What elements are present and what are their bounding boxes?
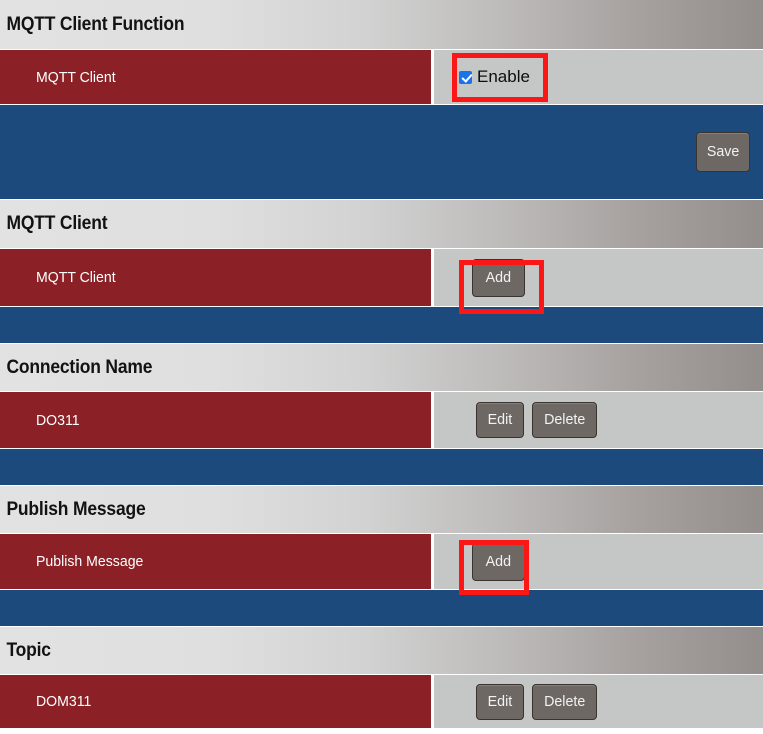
row-label-cell: MQTT Client	[0, 249, 434, 306]
separator-band	[0, 306, 763, 344]
row-label-cell: MQTT Client	[0, 50, 434, 104]
row-connection-name: DO311 Edit Delete	[0, 392, 763, 448]
row-label-text: DO311	[36, 411, 80, 429]
enable-checkbox[interactable]	[459, 70, 472, 84]
row-topic: DOM311 Edit Delete	[0, 675, 763, 728]
delete-button[interactable]: Delete	[531, 402, 598, 438]
section-title: MQTT Client Function	[6, 13, 185, 35]
section-title: Topic	[6, 639, 51, 661]
section-title: Connection Name	[6, 356, 153, 378]
row-control-cell: Edit Delete	[434, 675, 763, 728]
section-title: Publish Message	[6, 498, 146, 520]
row-label-text: MQTT Client	[36, 68, 116, 86]
section-header-mqtt-client: MQTT Client	[0, 200, 763, 249]
row-control-cell: Edit Delete	[434, 392, 763, 448]
save-button[interactable]: Save	[695, 132, 750, 172]
row-actions: Edit Delete	[476, 402, 598, 438]
separator-band	[0, 448, 763, 486]
row-label-cell: DO311	[0, 392, 434, 448]
row-label-cell: Publish Message	[0, 534, 434, 589]
add-button[interactable]: Add	[472, 258, 525, 297]
section-header-connection-name: Connection Name	[0, 344, 763, 392]
enable-checkbox-label: Enable	[477, 67, 530, 86]
row-mqtt-client-function: MQTT Client Enable	[0, 50, 763, 104]
row-label-text: MQTT Client	[36, 269, 116, 286]
edit-button[interactable]: Edit	[476, 683, 524, 720]
enable-checkbox-group[interactable]: Enable	[459, 67, 530, 87]
section-header-mqtt-client-function: MQTT Client Function	[0, 0, 763, 50]
row-control-cell: Enable	[434, 50, 763, 104]
delete-button[interactable]: Delete	[531, 683, 598, 720]
section-header-topic: Topic	[0, 627, 763, 675]
row-control-cell: Add	[434, 534, 763, 589]
add-button[interactable]: Add	[472, 542, 525, 581]
save-band: Save	[0, 104, 763, 200]
separator-band	[0, 589, 763, 627]
row-mqtt-client: MQTT Client Add	[0, 249, 763, 306]
row-label-cell: DOM311	[0, 675, 434, 728]
edit-button[interactable]: Edit	[476, 402, 524, 438]
row-actions: Edit Delete	[476, 683, 598, 720]
section-title: MQTT Client	[6, 213, 108, 234]
section-header-publish-message: Publish Message	[0, 486, 763, 534]
row-label-text: Publish Message	[36, 553, 144, 570]
row-label-text: DOM311	[36, 693, 92, 710]
row-control-cell: Add	[434, 249, 763, 306]
row-publish-message: Publish Message Add	[0, 534, 763, 589]
